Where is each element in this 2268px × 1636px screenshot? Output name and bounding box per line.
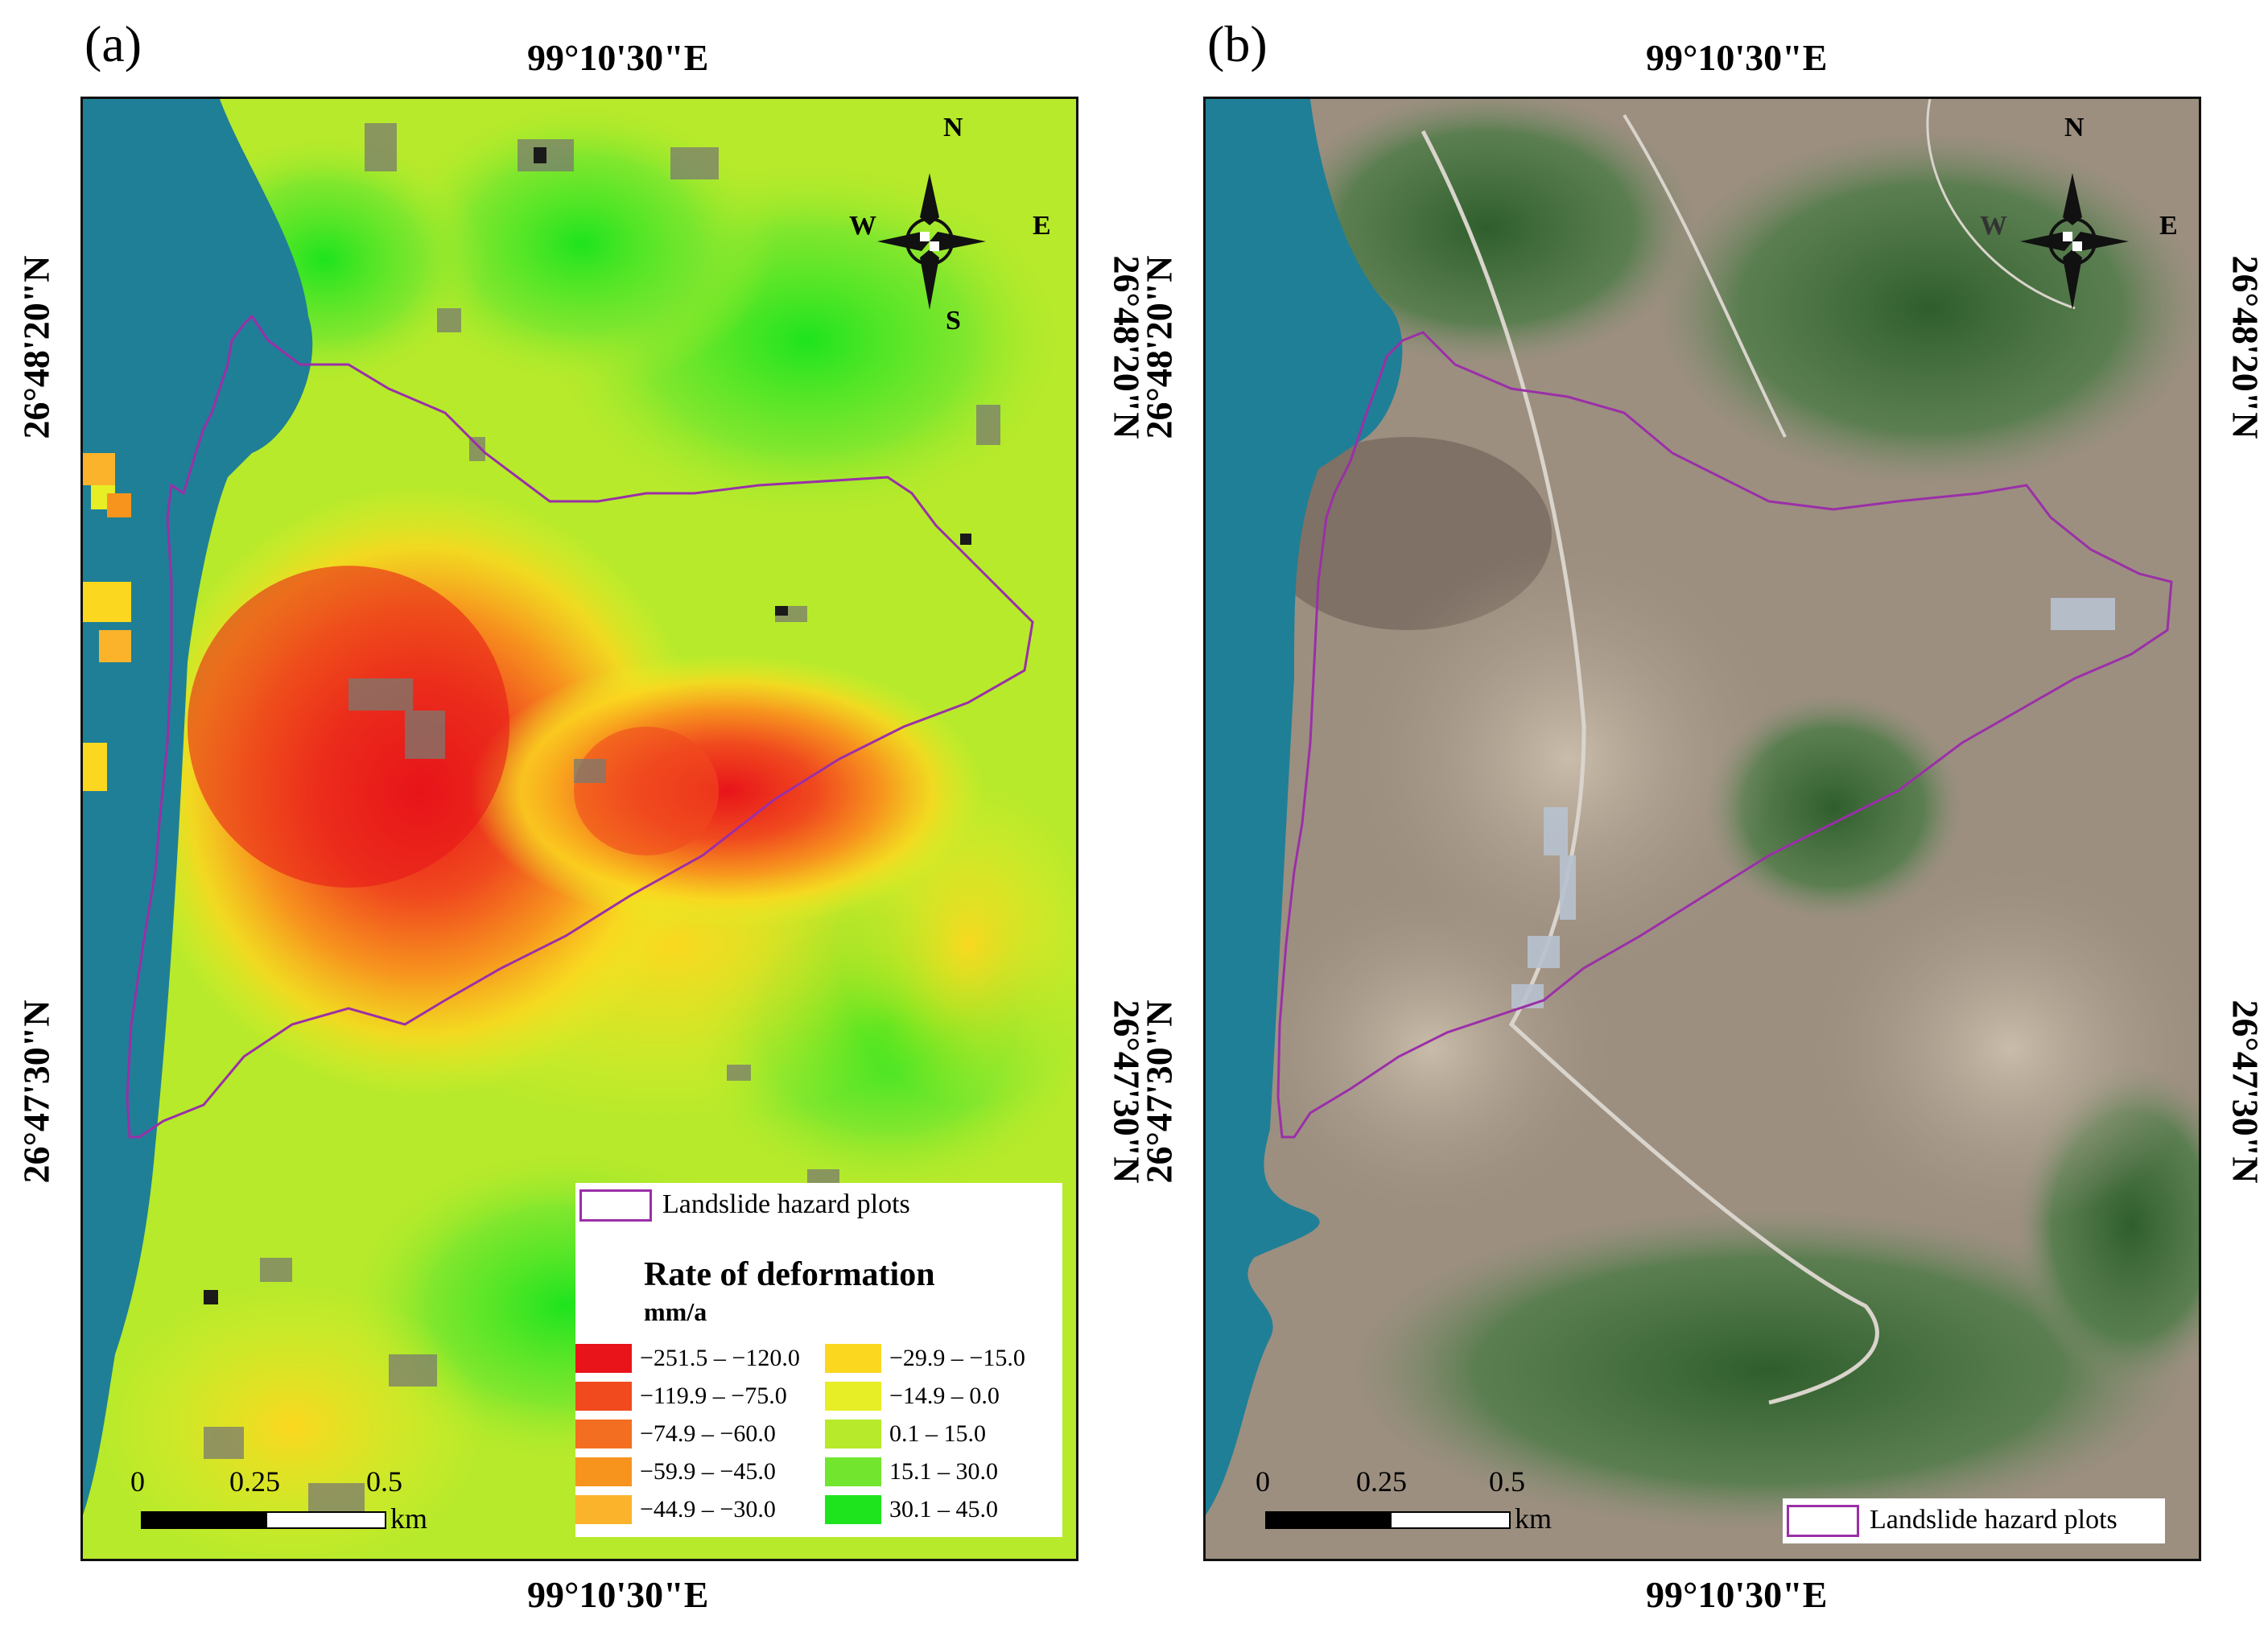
compass-east-b: E xyxy=(2159,211,2178,241)
legend-swatch xyxy=(825,1495,881,1524)
scale-b-bar-white xyxy=(1390,1511,1511,1529)
legend-class-label: −119.9 – −75.0 xyxy=(640,1383,787,1409)
panel-a-bottom-longitude: 99°10'30"E xyxy=(527,1574,709,1615)
legend-class-label: −251.5 – −120.0 xyxy=(640,1345,800,1371)
legend-class-label: −14.9 – 0.0 xyxy=(889,1383,1000,1409)
legend-class-label: −59.9 – −45.0 xyxy=(640,1458,776,1485)
legend-swatch xyxy=(825,1382,881,1411)
satellite-map-canvas xyxy=(1206,99,2199,1559)
panel-b-left-lat-top: 26°48'20"N xyxy=(1138,255,1180,439)
panel-b-left-lat-bottom: 26°47'30"N xyxy=(1138,999,1180,1184)
legend-class-label: 30.1 – 45.0 xyxy=(889,1496,998,1523)
legend-unit: mm/a xyxy=(644,1297,707,1326)
legend-class-label: −29.9 – −15.0 xyxy=(889,1345,1025,1371)
scale-unit: km xyxy=(390,1502,428,1535)
compass-north-b: N xyxy=(2064,113,2084,142)
legend-class-label: 0.1 – 15.0 xyxy=(889,1420,986,1447)
legend-title: Rate of deformation xyxy=(644,1256,935,1293)
legend-class-label: 15.1 – 30.0 xyxy=(889,1458,998,1485)
panel-a-left-lat-top: 26°48'20"N xyxy=(15,255,57,439)
legend: Landslide hazard plots Rate of deformati… xyxy=(575,1183,1062,1537)
compass-rose-icon-b xyxy=(2020,173,2129,310)
legend-swatch xyxy=(825,1420,881,1448)
legend-swatch xyxy=(575,1382,632,1411)
panel-b-top-longitude: 99°10'30"E xyxy=(1646,37,1828,78)
landslide-plot-legend-label-b: Landslide hazard plots xyxy=(1870,1505,2117,1535)
scale-tick-05: 0.5 xyxy=(366,1465,402,1498)
compass-south: S xyxy=(946,306,961,336)
compass-north: N xyxy=(943,113,963,142)
panel-b-right-lat-bottom: 26°47'30"N xyxy=(2225,999,2266,1184)
legend-class-label: −74.9 – −60.0 xyxy=(640,1420,776,1447)
scale-b-tick-0: 0 xyxy=(1256,1465,1270,1498)
compass-west-b: W xyxy=(1980,211,2007,241)
legend-b: Landslide hazard plots xyxy=(1783,1498,2165,1543)
legend-swatch xyxy=(575,1420,632,1448)
panel-b-label: (b) xyxy=(1207,15,1268,72)
scale-b-bar-black xyxy=(1265,1511,1390,1529)
legend-swatch xyxy=(575,1457,632,1486)
scale-b-tick-05: 0.5 xyxy=(1489,1465,1525,1498)
landslide-plot-legend-swatch xyxy=(579,1189,652,1222)
legend-class-label: −44.9 – −30.0 xyxy=(640,1496,776,1523)
panel-b-bottom-longitude: 99°10'30"E xyxy=(1646,1574,1828,1615)
compass-rose-icon xyxy=(877,173,986,310)
landslide-plot-legend-label: Landslide hazard plots xyxy=(662,1189,910,1219)
scale-bar-black xyxy=(141,1511,266,1529)
panel-b-right-lat-top: 26°48'20"N xyxy=(2225,255,2266,439)
legend-swatch xyxy=(825,1344,881,1373)
scale-b-tick-025: 0.25 xyxy=(1356,1465,1407,1498)
satellite-map xyxy=(1203,97,2201,1561)
panel-a-label: (a) xyxy=(85,15,142,72)
scale-bar-white xyxy=(266,1511,386,1529)
scale-tick-0: 0 xyxy=(130,1465,145,1498)
panel-a-top-longitude: 99°10'30"E xyxy=(527,37,709,78)
panel-a-left-lat-bottom: 26°47'30"N xyxy=(15,999,57,1184)
legend-swatch xyxy=(575,1344,632,1373)
legend-swatch xyxy=(575,1495,632,1524)
scale-b-unit: km xyxy=(1515,1502,1553,1535)
compass-east: E xyxy=(1033,211,1051,241)
scale-tick-025: 0.25 xyxy=(229,1465,280,1498)
landslide-plot-legend-swatch-b xyxy=(1787,1505,1859,1537)
compass-west: W xyxy=(849,211,876,241)
legend-swatch xyxy=(825,1457,881,1486)
